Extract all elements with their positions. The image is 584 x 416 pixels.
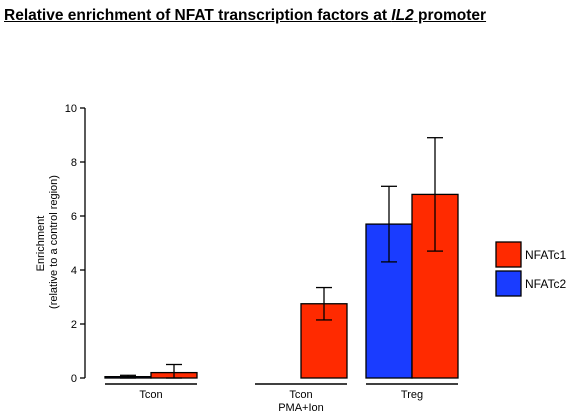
y-tick-label: 2 — [71, 319, 77, 331]
legend-label-nfatc2: NFATc2 — [525, 277, 566, 291]
chart-title: Relative enrichment of NFAT transcriptio… — [4, 7, 486, 25]
y-axis-label-line1: Enrichment — [35, 216, 47, 272]
y-tick-label: 6 — [71, 211, 77, 223]
x-tick-label-line2: PMA+Ion — [278, 402, 324, 414]
y-tick-label: 10 — [65, 103, 77, 115]
x-tick-label: Treg — [401, 389, 423, 401]
x-tick-label: Tcon — [289, 389, 312, 401]
y-tick-label: 4 — [71, 265, 77, 277]
y-tick-label: 0 — [71, 373, 77, 385]
x-tick-label: Tcon — [139, 389, 162, 401]
legend: NFATc1 NFATc2 — [495, 241, 566, 297]
legend-label-nfatc1: NFATc1 — [525, 248, 566, 262]
y-axis-label: Enrichment (relative to a control region… — [35, 175, 60, 309]
y-axis-label-line2: (relative to a control region) — [48, 175, 60, 309]
legend-swatch-nfatc1 — [495, 241, 522, 268]
chart-title-suffix: promoter — [413, 7, 487, 24]
chart-title-gene: IL2 — [391, 7, 414, 24]
legend-swatch-nfatc2 — [495, 270, 522, 297]
bars — [104, 137, 459, 379]
y-axis: 0 2 4 6 8 10 — [65, 103, 86, 385]
chart-title-prefix: Relative enrichment of NFAT transcriptio… — [4, 7, 392, 24]
y-tick-label: 8 — [71, 157, 77, 169]
